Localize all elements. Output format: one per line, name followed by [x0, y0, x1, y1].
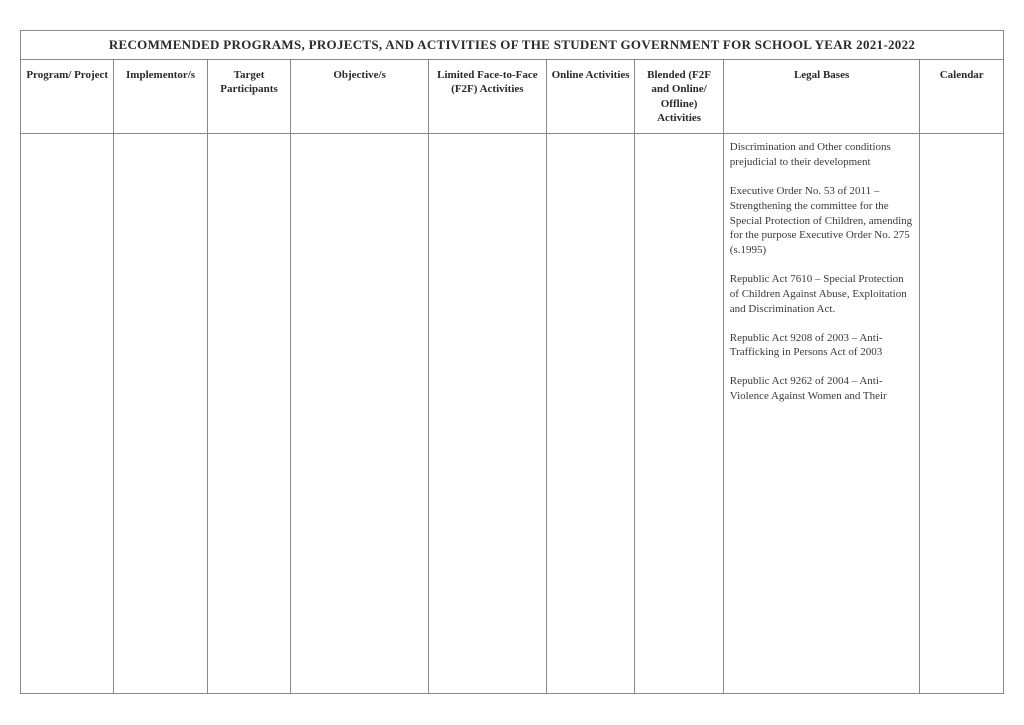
- cell-blended: [635, 134, 723, 694]
- legal-basis-item: Republic Act 9208 of 2003 – Anti-Traffic…: [730, 331, 914, 361]
- col-header-implementor: Implementor/s: [114, 60, 207, 134]
- col-header-online: Online Activities: [546, 60, 634, 134]
- legal-basis-item: Executive Order No. 53 of 2011 – Strengt…: [730, 184, 914, 258]
- legal-basis-item: Discrimination and Other conditions prej…: [730, 140, 914, 170]
- table-title: RECOMMENDED PROGRAMS, PROJECTS, AND ACTI…: [21, 31, 1004, 60]
- table-row: Discrimination and Other conditions prej…: [21, 134, 1004, 694]
- cell-target: [207, 134, 291, 694]
- col-header-calendar: Calendar: [920, 60, 1004, 134]
- legal-basis-item: Republic Act 9262 of 2004 – Anti-Violenc…: [730, 374, 914, 404]
- cell-program: [21, 134, 114, 694]
- program-table: RECOMMENDED PROGRAMS, PROJECTS, AND ACTI…: [20, 30, 1004, 694]
- cell-calendar: [920, 134, 1004, 694]
- cell-implementor: [114, 134, 207, 694]
- cell-online: [546, 134, 634, 694]
- col-header-f2f: Limited Face-to-Face (F2F) Activities: [428, 60, 546, 134]
- col-header-program: Program/ Project: [21, 60, 114, 134]
- cell-legal: Discrimination and Other conditions prej…: [723, 134, 920, 694]
- cell-objective: [291, 134, 429, 694]
- cell-f2f: [428, 134, 546, 694]
- legal-basis-item: Republic Act 7610 – Special Protection o…: [730, 272, 914, 317]
- col-header-blended: Blended (F2F and Online/ Offline) Activi…: [635, 60, 723, 134]
- col-header-objective: Objective/s: [291, 60, 429, 134]
- col-header-legal: Legal Bases: [723, 60, 920, 134]
- col-header-target: Target Participants: [207, 60, 291, 134]
